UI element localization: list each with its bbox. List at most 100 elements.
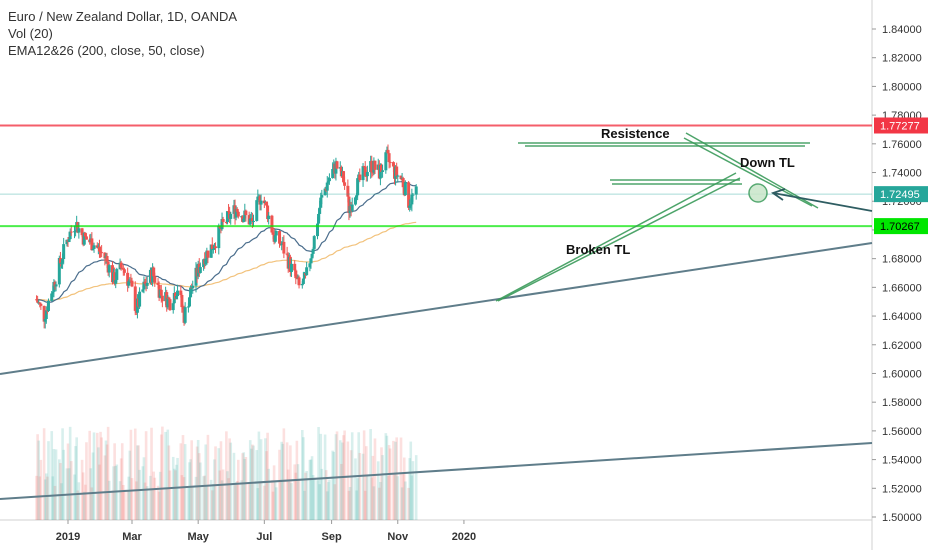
volume-bar [129,429,133,520]
volume-bar [157,491,161,520]
candle-body [84,236,88,240]
volume-bar [159,434,163,520]
candle-body [119,262,123,268]
volume-bar [111,490,114,520]
candle-body [50,293,54,301]
volume-bar [379,481,382,520]
broken-trendline-lower [497,177,741,302]
volume-bar [88,430,91,520]
y-tick-label: 1.80000 [882,81,922,93]
candle-body [76,222,80,233]
candle-body [388,162,392,164]
candle-body [259,200,263,205]
volume-bar [310,456,314,520]
candle-body [274,231,278,236]
candle-body [160,295,164,302]
candle-body [363,166,367,176]
volume-bar [174,470,177,520]
volume-bar [395,437,398,520]
volume-bar [50,431,54,520]
volume-bar [152,471,155,520]
candle-body [325,182,329,191]
volume-bar [182,477,186,520]
candle-body [355,195,359,198]
candle-body [408,205,412,208]
volume-bar [99,431,102,520]
candle-body [297,277,301,286]
volume-bar [309,459,313,520]
volume-bar [386,475,390,520]
candle-body [138,291,142,307]
candle-body [126,272,130,286]
volume-bar [43,479,47,520]
volume-histogram [35,426,418,520]
volume-bar [58,459,61,520]
candle-body [62,244,66,260]
volume-bar [153,477,157,520]
candle-body [410,194,414,205]
volume-bar [247,483,251,520]
volume-bar [46,476,49,520]
volume-bar [332,451,336,520]
candle-body [331,169,335,179]
volume-bar [189,459,192,520]
volume-bar [399,437,403,520]
candle-body [54,284,58,287]
candle-body [82,232,86,245]
volume-bar [235,480,239,520]
candle-body [127,281,131,286]
volume-bar [258,483,262,520]
volume-bar [363,490,367,520]
candle-body [278,231,282,244]
volume-bar [265,451,268,520]
volume-bar [373,438,377,520]
candle-body [186,306,190,308]
volume-bar [394,441,397,520]
candle-body [58,257,62,264]
volume-bar [80,459,84,520]
volume-bar [38,476,42,520]
volume-bar [371,455,375,520]
volume-bar [266,432,269,520]
volume-bar [380,447,383,520]
candle-body [209,244,213,258]
candle-body [133,286,137,311]
candle-body [379,164,383,172]
volume-bar [244,457,248,520]
candle-body [387,153,391,163]
volume-bar [301,429,304,520]
volume-bar [168,470,172,520]
volume-bar [317,427,320,520]
volume-bar [123,489,126,520]
candle-body [310,253,314,259]
volume-bar [384,433,388,520]
x-tick-label: May [187,531,209,543]
candle-body [194,267,198,286]
y-tick-label: 1.84000 [882,24,922,36]
volume-bar [81,472,85,520]
down-trendline-lower [683,137,813,207]
candle-body [326,181,330,183]
candle-body [250,218,254,222]
volume-bar [66,443,70,520]
candle-body [198,267,202,273]
candle-body [52,281,56,292]
candle-body [152,267,156,277]
volume-bar [257,431,261,520]
volume-bar [144,431,148,520]
volume-bar [361,453,365,520]
candle-body [343,182,347,186]
volume-bar [378,487,381,520]
volume-bar [347,490,351,520]
volume-bar [408,458,411,520]
candle-body [227,211,231,213]
volume-bar [114,465,118,520]
candle-body [57,257,61,285]
volume-bar [90,487,94,520]
volume-bar [204,444,208,520]
volume-bar [219,441,223,520]
ema-200-line [36,221,417,301]
x-tick-label: Mar [122,531,142,543]
volume-bar [346,441,350,520]
